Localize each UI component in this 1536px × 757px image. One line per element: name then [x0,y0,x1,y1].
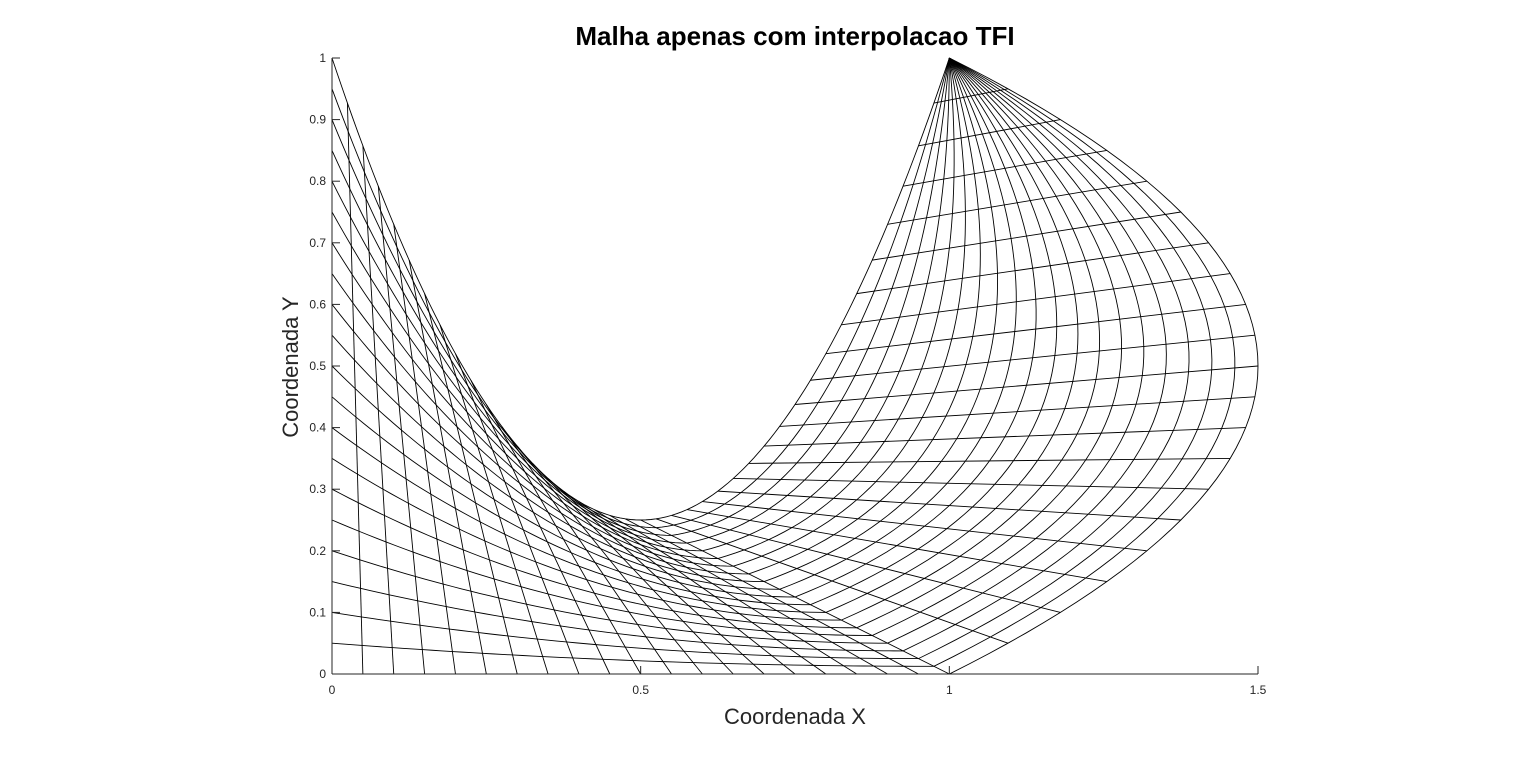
mesh-xi-line [933,88,1009,104]
mesh-xi-line [764,427,1246,447]
mesh-eta-line [332,57,1259,675]
x-tick-label: 0 [329,683,336,697]
mesh-xi-line [717,490,1181,521]
x-axis-label: Coordenada X [724,704,866,729]
y-tick-label: 0.9 [309,113,326,127]
mesh-xi-line [408,260,487,675]
mesh-xi-line [918,119,1061,147]
y-tick-label: 0.6 [309,297,326,311]
mesh-eta-line [331,57,981,575]
y-tick-label: 0.5 [309,359,326,373]
mesh-xi-line [563,490,796,675]
mesh-xi-line [810,334,1255,381]
x-tick-label: 1 [946,683,953,697]
mesh-xi-line [841,273,1231,326]
y-tick-label: 1 [319,51,326,65]
mesh-xi-line [779,396,1255,427]
mesh-eta-line [331,57,1079,613]
mesh-xi-line [887,180,1147,225]
x-tick-label: 0.5 [632,683,649,697]
mesh-xi-line [424,293,518,675]
mesh-xi-line [516,445,703,675]
mesh-eta-line [331,57,1145,636]
mesh-eta-line [331,57,1167,644]
mesh-xi-line [377,186,426,675]
mesh-xi-line [640,519,950,675]
mesh-xi-line [346,103,364,675]
mesh-xi-line [748,457,1231,464]
y-tick-label: 0.2 [309,544,326,558]
y-tick-label: 0.3 [309,482,326,496]
chart-title: Malha apenas com interpolacao TFI [575,21,1014,51]
mesh-xi-line [470,380,611,675]
mesh-xi-line [532,463,734,675]
mesh-xi-line [655,518,1009,644]
mesh-xi-line [671,514,1061,613]
mesh-xi-line [578,501,827,675]
y-tick-label: 0.1 [309,605,326,619]
mesh-xi-line [872,211,1181,261]
mesh-xi-line [609,514,888,675]
mesh-xi-line [625,518,919,675]
mesh-xi-line [733,477,1209,490]
mesh-xi-line [362,145,395,675]
mesh-xi-line [547,478,765,675]
x-tick-label: 1.5 [1250,683,1267,697]
mesh-xi-line [485,404,642,675]
mesh-xi-line [702,501,1147,552]
mesh-eta-line [331,57,1190,652]
mesh-xi-line [825,303,1246,355]
y-axis-label: Coordenada Y [278,296,303,438]
y-tick-label: 0.7 [309,236,326,250]
mesh-eta-line [331,57,950,544]
mesh-xi-line [455,353,580,675]
mesh-xi-line [594,509,857,675]
mesh-xi-line [856,242,1209,295]
mesh-xi-line [902,149,1107,187]
mesh-lines [331,57,1259,675]
y-tick-label: 0.8 [309,174,326,188]
mesh-xi-line [439,324,549,675]
mesh-eta-line [331,57,950,536]
y-tick-label: 0.4 [309,421,326,435]
mesh-xi-line [393,224,456,675]
y-tick-label: 0 [319,667,326,681]
mesh-eta-line [331,57,1213,660]
mesh-eta-line [331,57,966,567]
axes: 0 0.5 1 1.5 0 0.1 0.2 0.3 0.4 0.5 0.6 0.7 0.8 0.9 1 [309,51,1266,697]
mesh-xi-line [794,365,1259,405]
mesh-xi-line [501,426,672,675]
mesh-eta-line [331,57,955,559]
mesh-xi-line [686,509,1107,583]
